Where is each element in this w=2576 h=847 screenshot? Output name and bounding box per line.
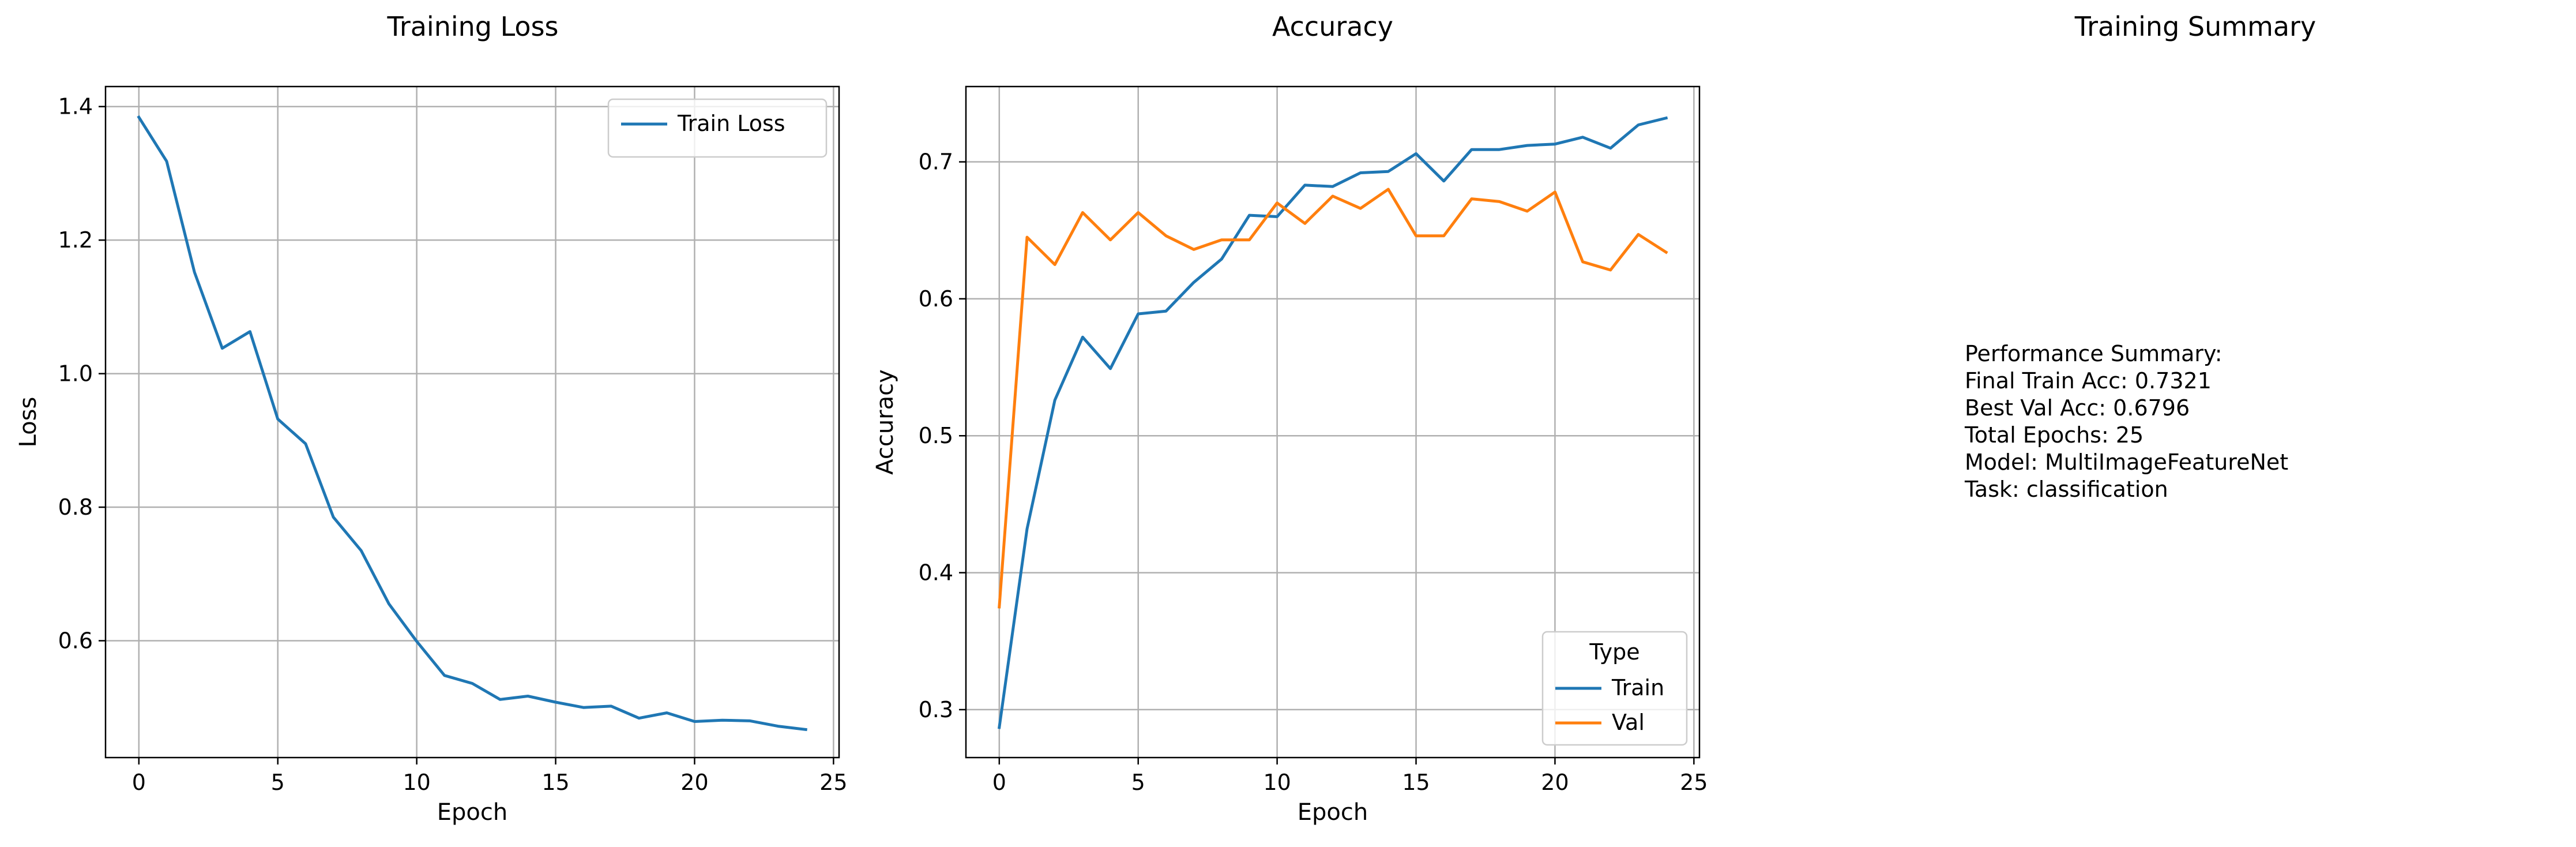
- legend-label: Val: [1612, 710, 1645, 735]
- y-tick-label: 0.3: [919, 697, 953, 722]
- x-tick-label: 10: [403, 770, 430, 795]
- series-line-val: [998, 188, 1668, 609]
- legend-label: Train: [1611, 675, 1664, 700]
- y-tick-label: 0.6: [919, 286, 953, 312]
- summary-panel: Performance Summary: Final Train Acc: 0.…: [1965, 340, 2288, 503]
- x-axis-label: Epoch: [437, 799, 507, 826]
- x-tick-label: 25: [819, 770, 847, 795]
- y-tick-label: 0.8: [58, 494, 93, 520]
- training-loss-chart: Training Loss 0 5 10 15 20 25 0.6 0.8 1.0 1.2 1.4 Ep…: [15, 11, 848, 826]
- summary-line: Total Epochs: 25: [1965, 422, 2144, 448]
- chart-title: Accuracy: [1272, 11, 1393, 42]
- x-tick-label: 15: [1402, 770, 1430, 795]
- plot-frame: [965, 85, 1701, 759]
- summary-line: Performance Summary:: [1965, 341, 2222, 366]
- chart-title: Training Loss: [386, 11, 558, 42]
- y-tick-label: 1.2: [58, 227, 93, 253]
- summary-line: Best Val Acc: 0.6796: [1965, 395, 2190, 421]
- y-tick-label: 0.4: [919, 560, 953, 586]
- y-tick-label: 1.0: [58, 361, 93, 387]
- legend-box: [1541, 631, 1688, 746]
- legend-title: Type: [1589, 639, 1639, 665]
- y-tick-label: 1.4: [58, 94, 93, 119]
- x-tick-label: 10: [1263, 770, 1291, 795]
- summary-title: Training Summary: [2074, 11, 2316, 42]
- x-tick-label: 5: [1131, 770, 1145, 795]
- accuracy-chart: Accuracy 0 5 10 15 20 25 0.3 0.4 0.5 0.6 0.7 Epoch Ac…: [872, 11, 1708, 826]
- x-tick-label: 20: [1541, 770, 1569, 795]
- y-tick-label: 0.6: [58, 628, 93, 653]
- x-tick-label: 0: [132, 770, 146, 795]
- y-axis-label: Accuracy: [872, 369, 898, 475]
- x-tick-label: 15: [541, 770, 569, 795]
- legend-label: Train Loss: [677, 111, 785, 136]
- series-line-train-loss: [137, 115, 807, 732]
- y-tick-label: 0.5: [919, 423, 953, 448]
- y-axis-label: Loss: [15, 397, 42, 448]
- legend-box: [607, 98, 828, 158]
- summary-line: Model: MultiImageFeatureNet: [1965, 449, 2289, 475]
- x-tick-label: 0: [992, 770, 1006, 795]
- summary-line: Task: classification: [1965, 477, 2168, 502]
- x-tick-label: 25: [1680, 770, 1708, 795]
- x-tick-label: 5: [271, 770, 285, 795]
- x-tick-label: 20: [680, 770, 708, 795]
- series-line-train: [997, 116, 1668, 729]
- x-axis-label: Epoch: [1298, 799, 1368, 826]
- summary-line: Final Train Acc: 0.7321: [1965, 368, 2212, 393]
- plot-frame: [104, 85, 840, 759]
- y-tick-label: 0.7: [919, 149, 953, 175]
